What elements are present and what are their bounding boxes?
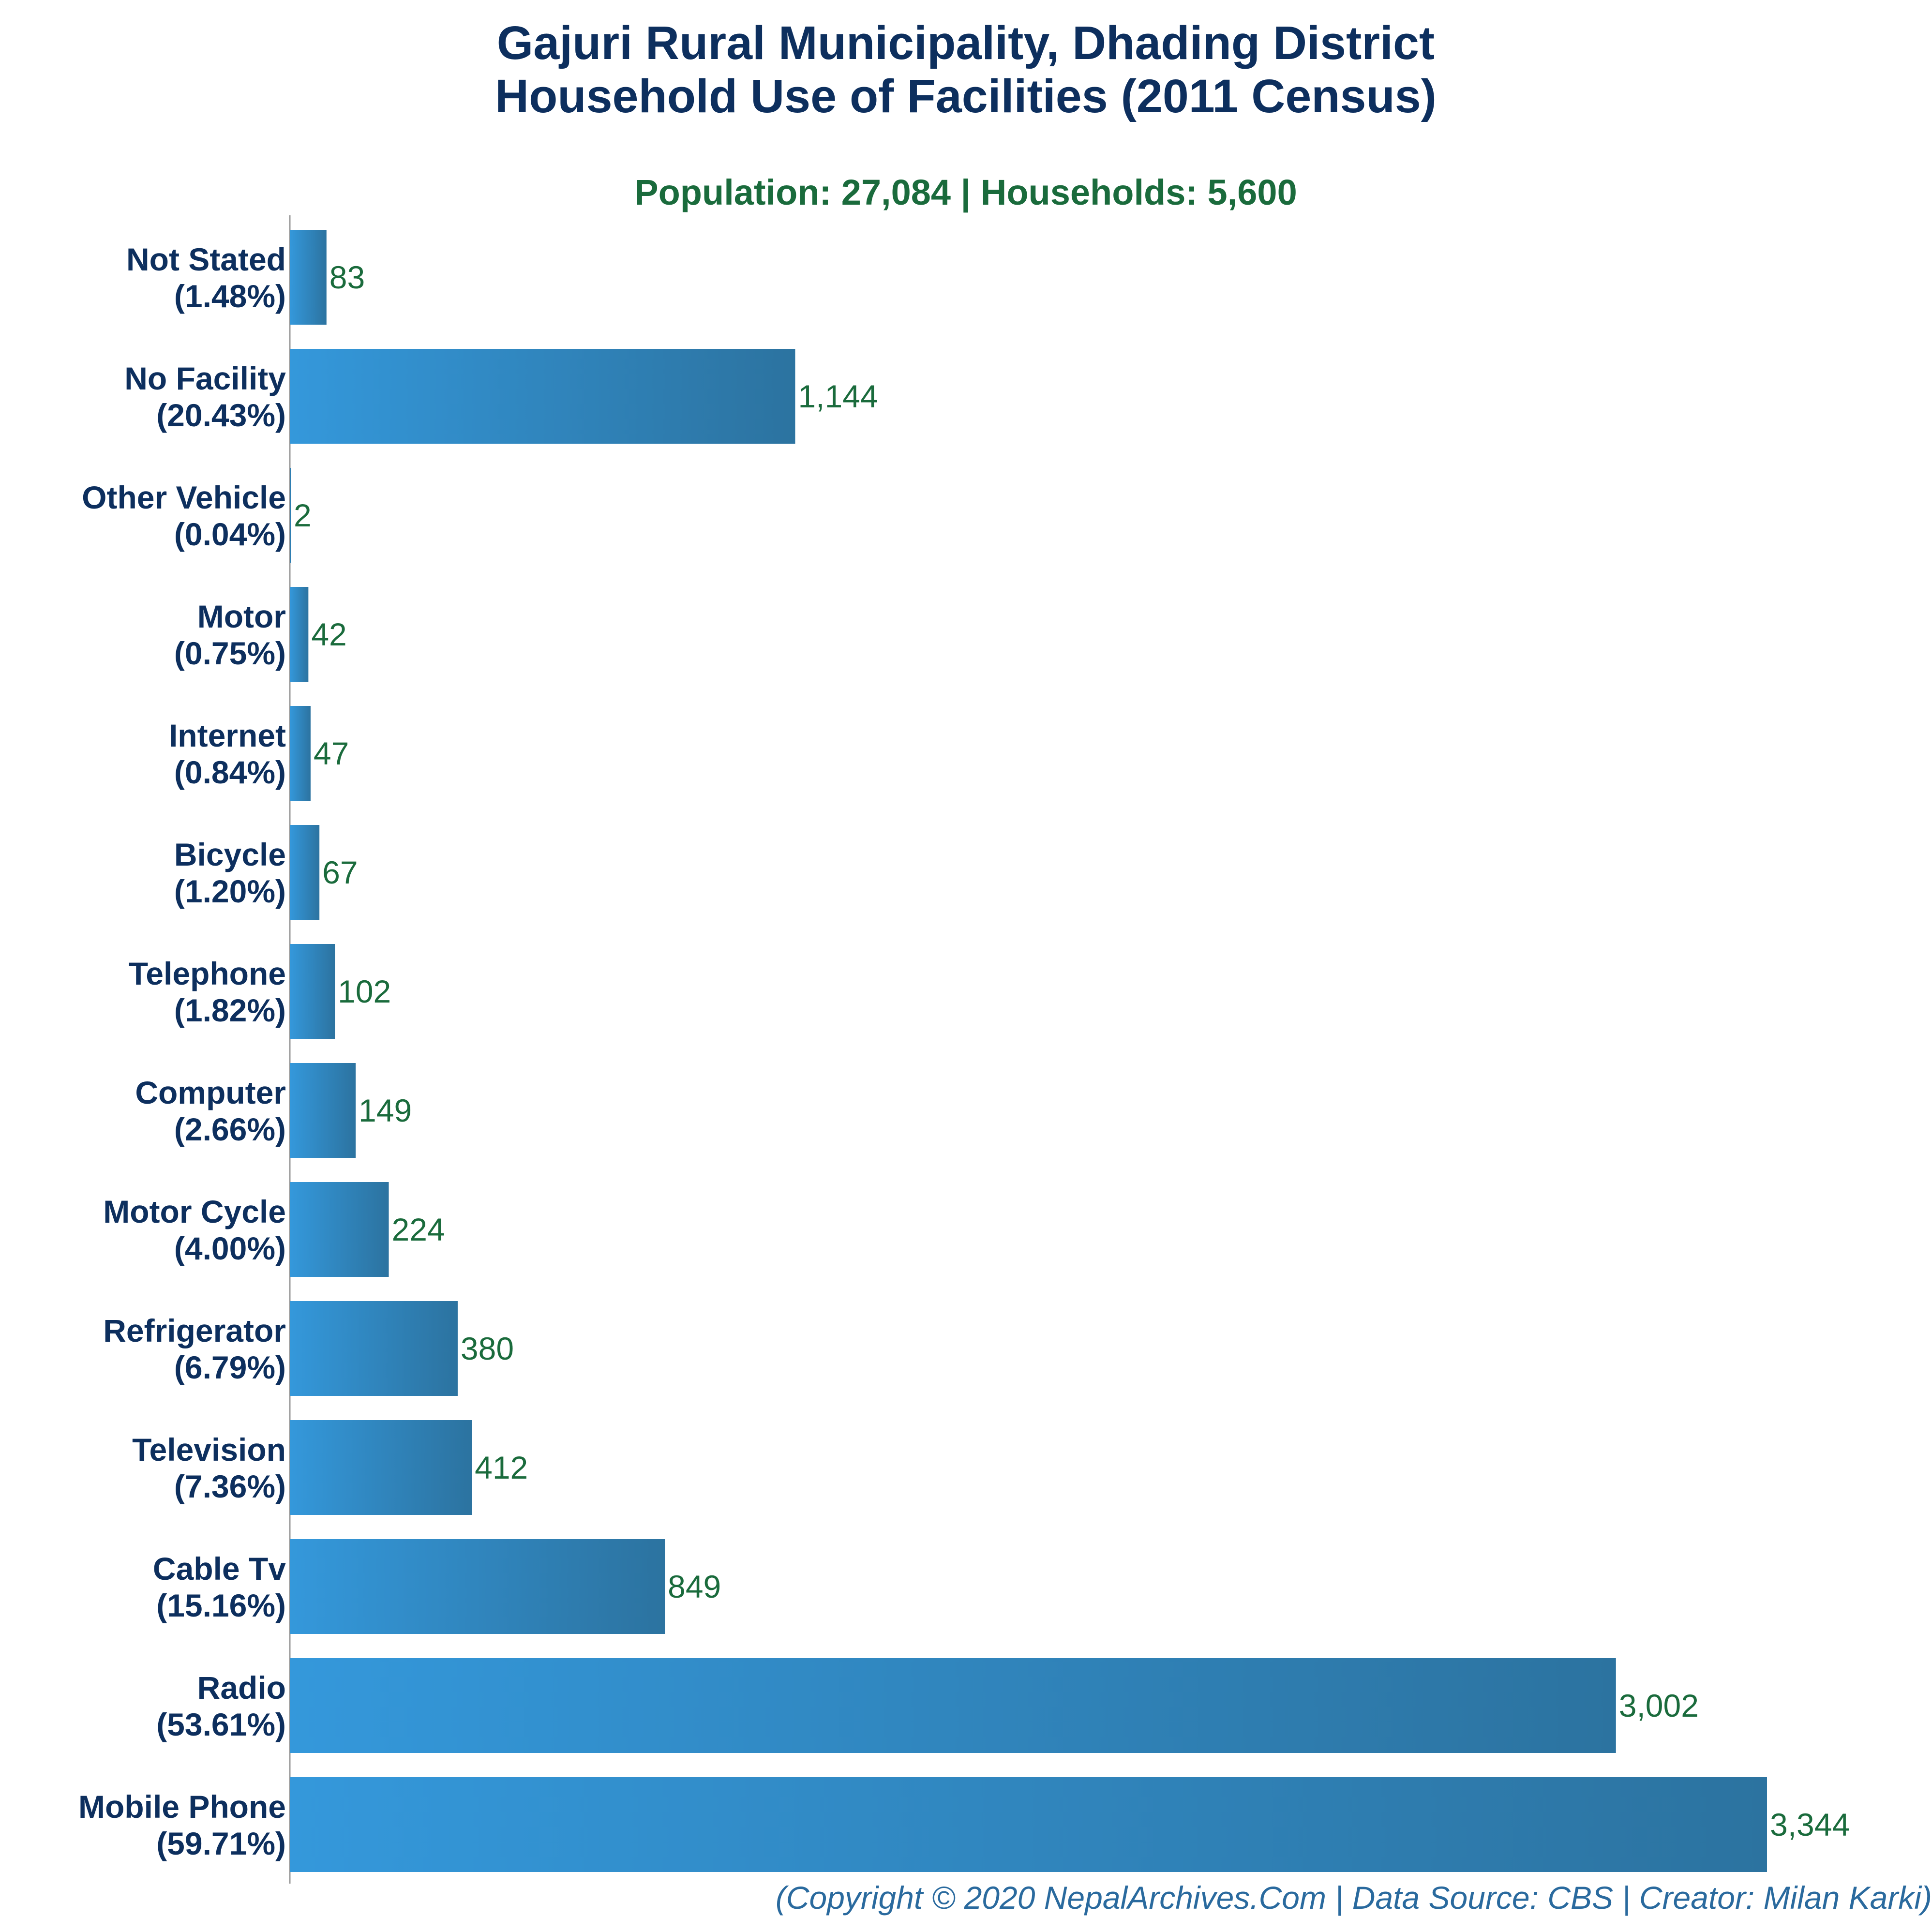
category-label: Television <box>132 1432 286 1468</box>
value-label: 3,344 <box>1770 1807 1850 1842</box>
category-percent-label: (1.82%) <box>174 992 286 1028</box>
bar-mobile-phone <box>290 1777 1767 1872</box>
category-percent-label: (1.48%) <box>174 278 286 314</box>
chart-title-line-2: Household Use of Facilities (2011 Census… <box>495 70 1437 122</box>
chart-subtitle: Population: 27,084 | Households: 5,600 <box>634 172 1297 213</box>
value-label: 47 <box>314 735 349 771</box>
category-percent-label: (0.04%) <box>174 516 286 552</box>
category-label: Internet <box>169 718 286 753</box>
category-percent-label: (59.71%) <box>156 1826 286 1861</box>
bar-internet <box>290 706 311 801</box>
category-label: Not Stated <box>126 241 286 277</box>
bar-not-stated <box>290 230 327 325</box>
category-percent-label: (4.00%) <box>174 1230 286 1266</box>
value-label: 149 <box>359 1093 412 1128</box>
bar-radio <box>290 1658 1616 1753</box>
bar-refrigerator <box>290 1301 458 1396</box>
value-label: 1,144 <box>798 378 878 414</box>
chart-footer: (Copyright © 2020 NepalArchives.Com | Da… <box>776 1880 1932 1917</box>
value-label: 412 <box>475 1450 528 1485</box>
value-label: 380 <box>461 1331 514 1366</box>
bar-bicycle <box>290 825 320 920</box>
category-label: Other Vehicle <box>82 479 286 515</box>
value-label: 3,002 <box>1619 1688 1699 1723</box>
value-label: 224 <box>392 1212 445 1247</box>
bar-television <box>290 1420 472 1515</box>
category-percent-label: (1.20%) <box>174 873 286 909</box>
category-label: Bicycle <box>174 837 286 872</box>
category-label: Telephone <box>129 956 286 991</box>
bar-telephone <box>290 944 335 1039</box>
category-label: Mobile Phone <box>78 1789 286 1825</box>
category-label: Cable Tv <box>153 1551 286 1587</box>
category-label: Computer <box>135 1075 286 1110</box>
chart-title-line-1: Gajuri Rural Municipality, Dhading Distr… <box>497 16 1435 69</box>
bar-motor <box>290 587 309 682</box>
category-label: Refrigerator <box>103 1313 286 1348</box>
category-percent-label: (53.61%) <box>156 1707 286 1742</box>
category-label: No Facility <box>124 360 286 396</box>
category-percent-label: (7.36%) <box>174 1468 286 1504</box>
value-label: 83 <box>329 259 365 295</box>
value-label: 67 <box>322 854 358 890</box>
bar-other-vehicle <box>290 468 291 563</box>
category-percent-label: (15.16%) <box>156 1588 286 1623</box>
value-label: 102 <box>338 973 391 1009</box>
bar-cable-tv <box>290 1539 665 1634</box>
category-label: Radio <box>197 1670 286 1706</box>
category-label: Motor Cycle <box>103 1194 286 1229</box>
value-label: 42 <box>311 616 346 652</box>
bar-no-facility <box>290 349 795 444</box>
bar-motor-cycle <box>290 1182 389 1277</box>
category-percent-label: (20.43%) <box>156 397 286 433</box>
category-percent-label: (6.79%) <box>174 1349 286 1385</box>
value-label: 2 <box>294 497 312 533</box>
value-label: 849 <box>668 1569 721 1604</box>
category-percent-label: (0.84%) <box>174 754 286 790</box>
category-percent-label: (2.66%) <box>174 1111 286 1147</box>
bar-computer <box>290 1063 356 1158</box>
category-percent-label: (0.75%) <box>174 635 286 671</box>
bars-group: Not Stated(1.48%) 83 No Facility(20.43%) 1,… <box>78 230 1850 1872</box>
category-label: Motor <box>197 599 286 634</box>
